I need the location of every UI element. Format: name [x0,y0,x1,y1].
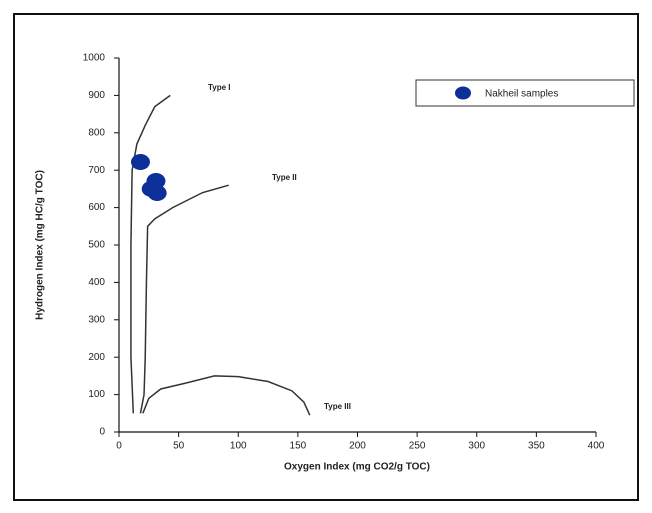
curve-label: Type II [272,173,297,182]
y-tick-label: 0 [99,427,105,438]
x-tick-label: 0 [116,441,122,452]
x-axis-label: Oxygen Index (mg CO2/g TOC) [284,462,430,473]
x-tick-label: 100 [230,441,247,452]
y-tick-label: 200 [88,352,105,363]
reference-curve [142,375,311,416]
y-tick-label: 800 [88,127,105,138]
y-tick-label: 900 [88,90,105,101]
x-tick-label: 350 [528,441,545,452]
curve-label: Type I [208,83,231,92]
curve-label: Type III [324,402,351,411]
legend-box [415,79,635,107]
reference-curve [139,184,229,414]
y-tick-label: 1000 [83,53,106,64]
y-tick-label: 300 [88,314,105,325]
legend-marker [455,86,471,100]
x-tick-label: 200 [349,441,366,452]
x-tick-label: 300 [468,441,485,452]
y-tick-label: 700 [88,165,105,176]
x-tick-label: 400 [588,441,605,452]
y-tick-label: 500 [88,240,105,251]
data-point [130,153,150,170]
x-tick-label: 50 [173,441,185,452]
y-tick-label: 400 [88,277,105,288]
data-point [147,185,167,202]
legend-label: Nakheil samples [485,89,558,100]
x-tick-label: 250 [409,441,426,452]
y-tick-label: 100 [88,389,105,400]
y-tick-label: 600 [88,202,105,213]
y-axis-label: Hydrogen Index (mg HC/g TOC) [35,170,46,320]
x-tick-label: 150 [290,441,307,452]
